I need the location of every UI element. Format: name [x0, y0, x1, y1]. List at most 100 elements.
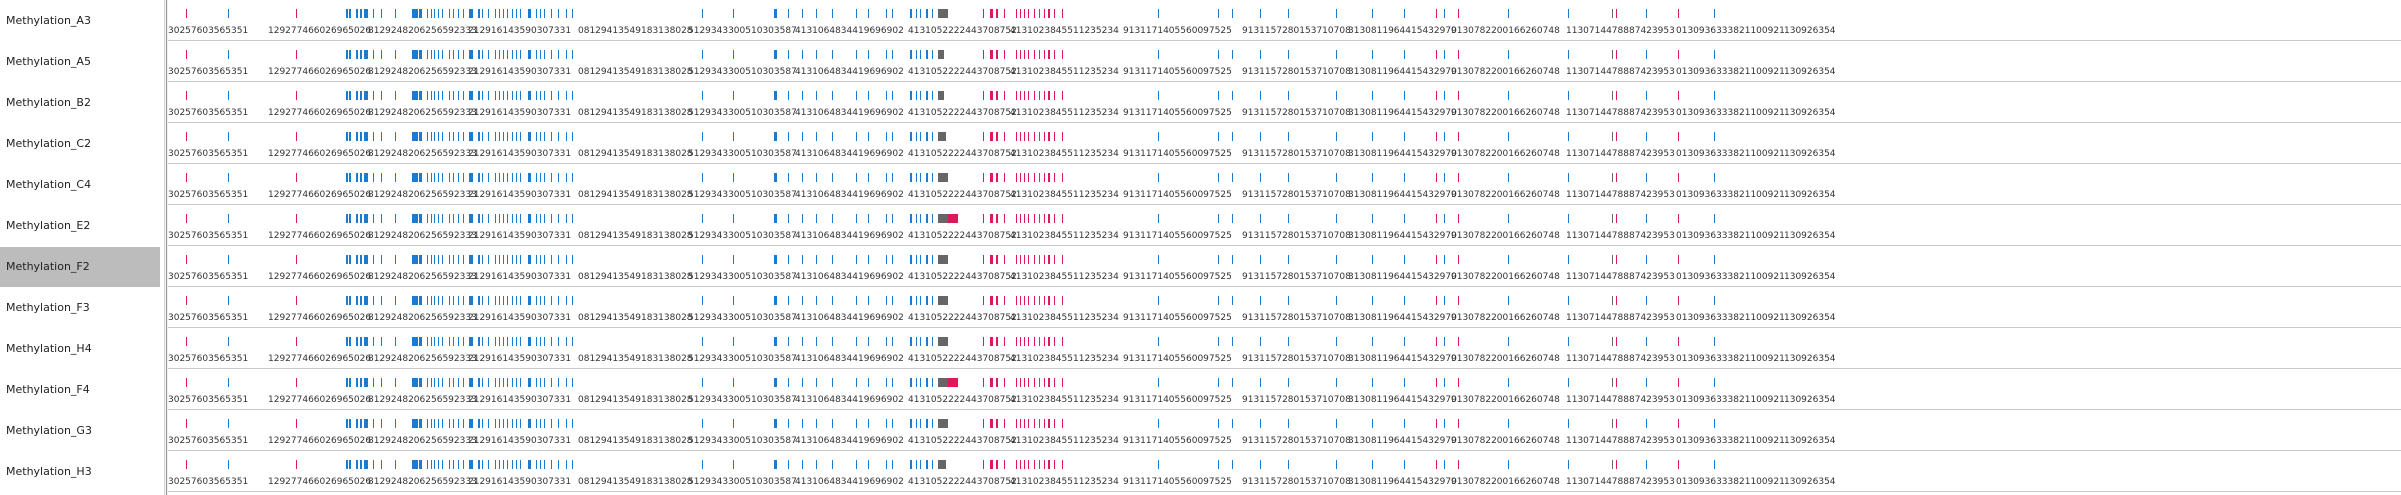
hypomethylated-mark[interactable] [1444, 337, 1445, 346]
hypomethylated-mark[interactable] [1714, 91, 1715, 100]
hypomethylated-mark[interactable] [442, 460, 443, 469]
hypomethylated-mark[interactable] [482, 255, 483, 264]
hypermethylated-mark[interactable] [1034, 337, 1035, 346]
hypomethylated-mark[interactable] [478, 132, 480, 141]
hypomethylated-mark[interactable] [449, 378, 450, 387]
hypomethylated-mark[interactable] [856, 91, 857, 100]
hypermethylated-mark[interactable] [1024, 9, 1025, 18]
hypermethylated-mark[interactable] [1028, 173, 1029, 182]
hypomethylated-mark[interactable] [1404, 50, 1405, 59]
hypomethylated-mark[interactable] [427, 9, 428, 18]
hypermethylated-mark[interactable] [296, 378, 297, 387]
hypomethylated-mark[interactable] [1336, 255, 1337, 264]
hypermethylated-mark[interactable] [186, 91, 187, 100]
hypomethylated-mark[interactable] [463, 214, 464, 223]
hypomethylated-mark[interactable] [478, 50, 480, 59]
hypomethylated-mark[interactable] [702, 460, 703, 469]
hypomethylated-mark[interactable] [453, 255, 454, 264]
hypomethylated-mark[interactable] [499, 91, 500, 100]
hypomethylated-mark[interactable] [427, 132, 428, 141]
methylation-track-row[interactable]: 30257603565351 129277466026965026 81292482… [168, 83, 2401, 123]
hypomethylated-mark[interactable] [478, 337, 480, 346]
hypomethylated-mark[interactable] [373, 460, 374, 469]
hypomethylated-mark[interactable] [1260, 378, 1261, 387]
hypomethylated-mark[interactable] [431, 50, 432, 59]
hypomethylated-mark[interactable] [412, 419, 415, 428]
hypomethylated-mark[interactable] [816, 9, 817, 18]
methylation-track-row[interactable]: 30257603565351 129277466026965026 81292482… [168, 1, 2401, 41]
hypomethylated-mark[interactable] [816, 132, 817, 141]
hypomethylated-mark[interactable] [488, 337, 489, 346]
nodata-mark[interactable] [1612, 214, 1613, 223]
hypomethylated-mark[interactable] [832, 50, 833, 59]
hypomethylated-mark[interactable] [356, 337, 358, 346]
hypermethylated-mark[interactable] [1020, 296, 1021, 305]
hypomethylated-mark[interactable] [512, 50, 513, 59]
hypomethylated-mark[interactable] [453, 9, 454, 18]
hypomethylated-mark[interactable] [702, 173, 703, 182]
hypomethylated-mark[interactable] [566, 9, 567, 18]
hypomethylated-mark[interactable] [495, 91, 496, 100]
hypomethylated-mark[interactable] [558, 378, 559, 387]
hypomethylated-mark[interactable] [544, 214, 545, 223]
hypomethylated-mark[interactable] [1288, 460, 1289, 469]
hypomethylated-mark[interactable] [434, 173, 435, 182]
hypomethylated-mark[interactable] [427, 91, 428, 100]
hypomethylated-mark[interactable] [346, 50, 348, 59]
hypomethylated-mark[interactable] [419, 91, 422, 100]
hypomethylated-mark[interactable] [920, 9, 921, 18]
hypomethylated-mark[interactable] [431, 214, 432, 223]
hypomethylated-mark[interactable] [528, 173, 531, 182]
hypomethylated-mark[interactable] [512, 132, 513, 141]
hypermethylated-mark[interactable] [1054, 378, 1055, 387]
hypomethylated-mark[interactable] [1372, 50, 1373, 59]
hypomethylated-mark[interactable] [926, 378, 928, 387]
hypomethylated-mark[interactable] [1372, 91, 1373, 100]
hypermethylated-mark[interactable] [1016, 460, 1017, 469]
hypomethylated-mark[interactable] [415, 173, 418, 182]
hypomethylated-mark[interactable] [832, 173, 833, 182]
hypermethylated-mark[interactable] [1458, 419, 1459, 428]
hypermethylated-mark[interactable] [1616, 9, 1617, 18]
hypomethylated-mark[interactable] [540, 9, 541, 18]
hypomethylated-mark[interactable] [495, 378, 496, 387]
hypomethylated-mark[interactable] [816, 378, 817, 387]
hypomethylated-mark[interactable] [910, 91, 912, 100]
hypomethylated-mark[interactable] [381, 214, 382, 223]
nodata-mark[interactable] [938, 9, 948, 18]
hypomethylated-mark[interactable] [512, 214, 513, 223]
hypomethylated-mark[interactable] [868, 9, 869, 18]
hypomethylated-mark[interactable] [512, 255, 513, 264]
hypomethylated-mark[interactable] [228, 132, 229, 141]
hypomethylated-mark[interactable] [1288, 9, 1289, 18]
hypomethylated-mark[interactable] [366, 419, 368, 428]
hypomethylated-mark[interactable] [544, 91, 545, 100]
track-label[interactable]: Methylation_H3 [6, 465, 92, 478]
hypomethylated-mark[interactable] [916, 378, 917, 387]
hypermethylated-mark[interactable] [296, 132, 297, 141]
hypomethylated-mark[interactable] [926, 255, 928, 264]
nodata-mark[interactable] [1612, 91, 1613, 100]
hypomethylated-mark[interactable] [499, 419, 500, 428]
hypomethylated-mark[interactable] [507, 132, 508, 141]
hypomethylated-mark[interactable] [507, 337, 508, 346]
hypomethylated-mark[interactable] [1260, 337, 1261, 346]
hypomethylated-mark[interactable] [1336, 296, 1337, 305]
hypomethylated-mark[interactable] [816, 91, 817, 100]
hypomethylated-mark[interactable] [412, 132, 415, 141]
hypermethylated-mark[interactable] [1458, 337, 1459, 346]
hypomethylated-mark[interactable] [349, 337, 351, 346]
hypermethylated-mark[interactable] [1062, 296, 1063, 305]
hypomethylated-mark[interactable] [551, 419, 552, 428]
hypermethylated-mark[interactable] [1044, 296, 1045, 305]
nodata-mark[interactable] [1039, 296, 1040, 305]
methylation-track-row[interactable]: 30257603565351 129277466026965026 81292482… [168, 206, 2401, 246]
hypomethylated-mark[interactable] [926, 214, 928, 223]
hypomethylated-mark[interactable] [419, 296, 422, 305]
hypomethylated-mark[interactable] [733, 50, 734, 59]
hypomethylated-mark[interactable] [356, 9, 358, 18]
hypomethylated-mark[interactable] [702, 91, 703, 100]
hypomethylated-mark[interactable] [1646, 9, 1647, 18]
hypermethylated-mark[interactable] [996, 9, 998, 18]
hypomethylated-mark[interactable] [1372, 173, 1373, 182]
